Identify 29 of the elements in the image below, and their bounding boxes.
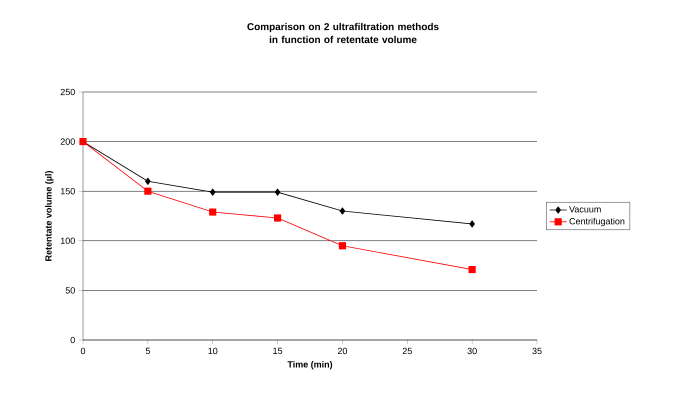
point [144, 188, 152, 195]
x-axis-title: Time (min) [288, 360, 332, 370]
x-tick-label: 5 [146, 348, 150, 354]
x-tick-label: 10 [208, 348, 218, 354]
x-tick-label: 35 [532, 348, 542, 354]
x-tick-label: 15 [273, 348, 282, 354]
point [274, 214, 282, 222]
point [468, 266, 476, 274]
point [469, 220, 475, 228]
legend-label: Vacuum [569, 206, 601, 212]
y-tick-label: 0 [70, 336, 75, 344]
point [145, 178, 151, 185]
y-tick-label: 200 [60, 138, 75, 145]
legend-label: Centrifugation [570, 218, 624, 226]
x-tick-label: 30 [468, 348, 477, 354]
point [338, 242, 346, 250]
point [210, 188, 216, 196]
chart-title: Comparison on 2 ultrafiltration methods in function of retentate volume [247, 22, 439, 44]
x-tick-label: 0 [80, 348, 86, 354]
y-tick-label: 50 [66, 287, 75, 294]
y-tick-label: 250 [60, 88, 75, 96]
y-axis-title: Retentate volume (µl) [45, 171, 54, 261]
point [340, 207, 346, 215]
y-tick-label: 100 [60, 238, 75, 244]
point [209, 208, 216, 216]
point [274, 188, 280, 196]
x-tick-label: 20 [338, 348, 348, 354]
y-tick-label: 150 [60, 188, 75, 194]
x-tick-label: 25 [402, 348, 412, 354]
